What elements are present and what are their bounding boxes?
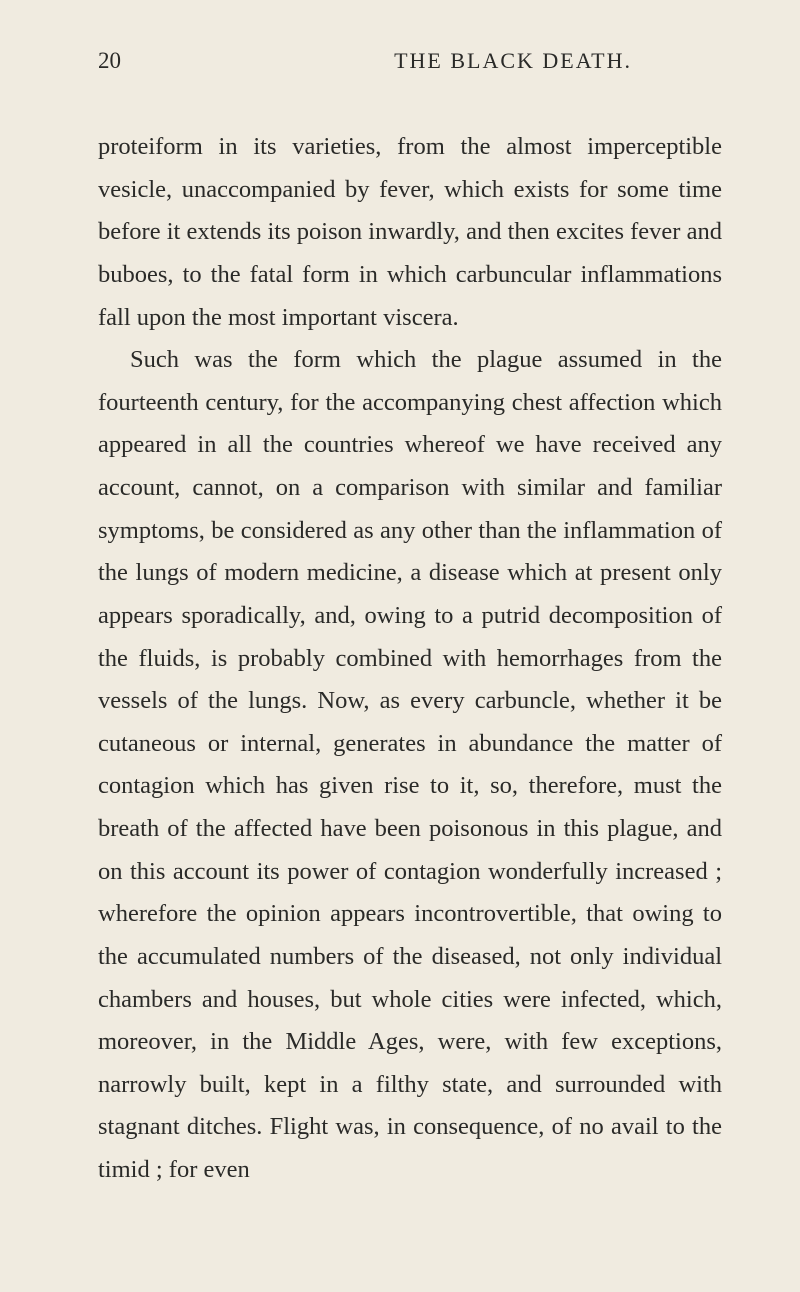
page-number: 20 xyxy=(98,48,121,74)
page-header: 20 THE BLACK DEATH. xyxy=(98,48,722,74)
paragraph-2: Such was the form which the plague assum… xyxy=(98,339,722,1192)
document-page: 20 THE BLACK DEATH. proteiform in its va… xyxy=(0,0,800,1292)
page-title: THE BLACK DEATH. xyxy=(394,48,632,74)
body-text: proteiform in its varieties, from the al… xyxy=(98,126,722,1192)
paragraph-1: proteiform in its varieties, from the al… xyxy=(98,126,722,339)
